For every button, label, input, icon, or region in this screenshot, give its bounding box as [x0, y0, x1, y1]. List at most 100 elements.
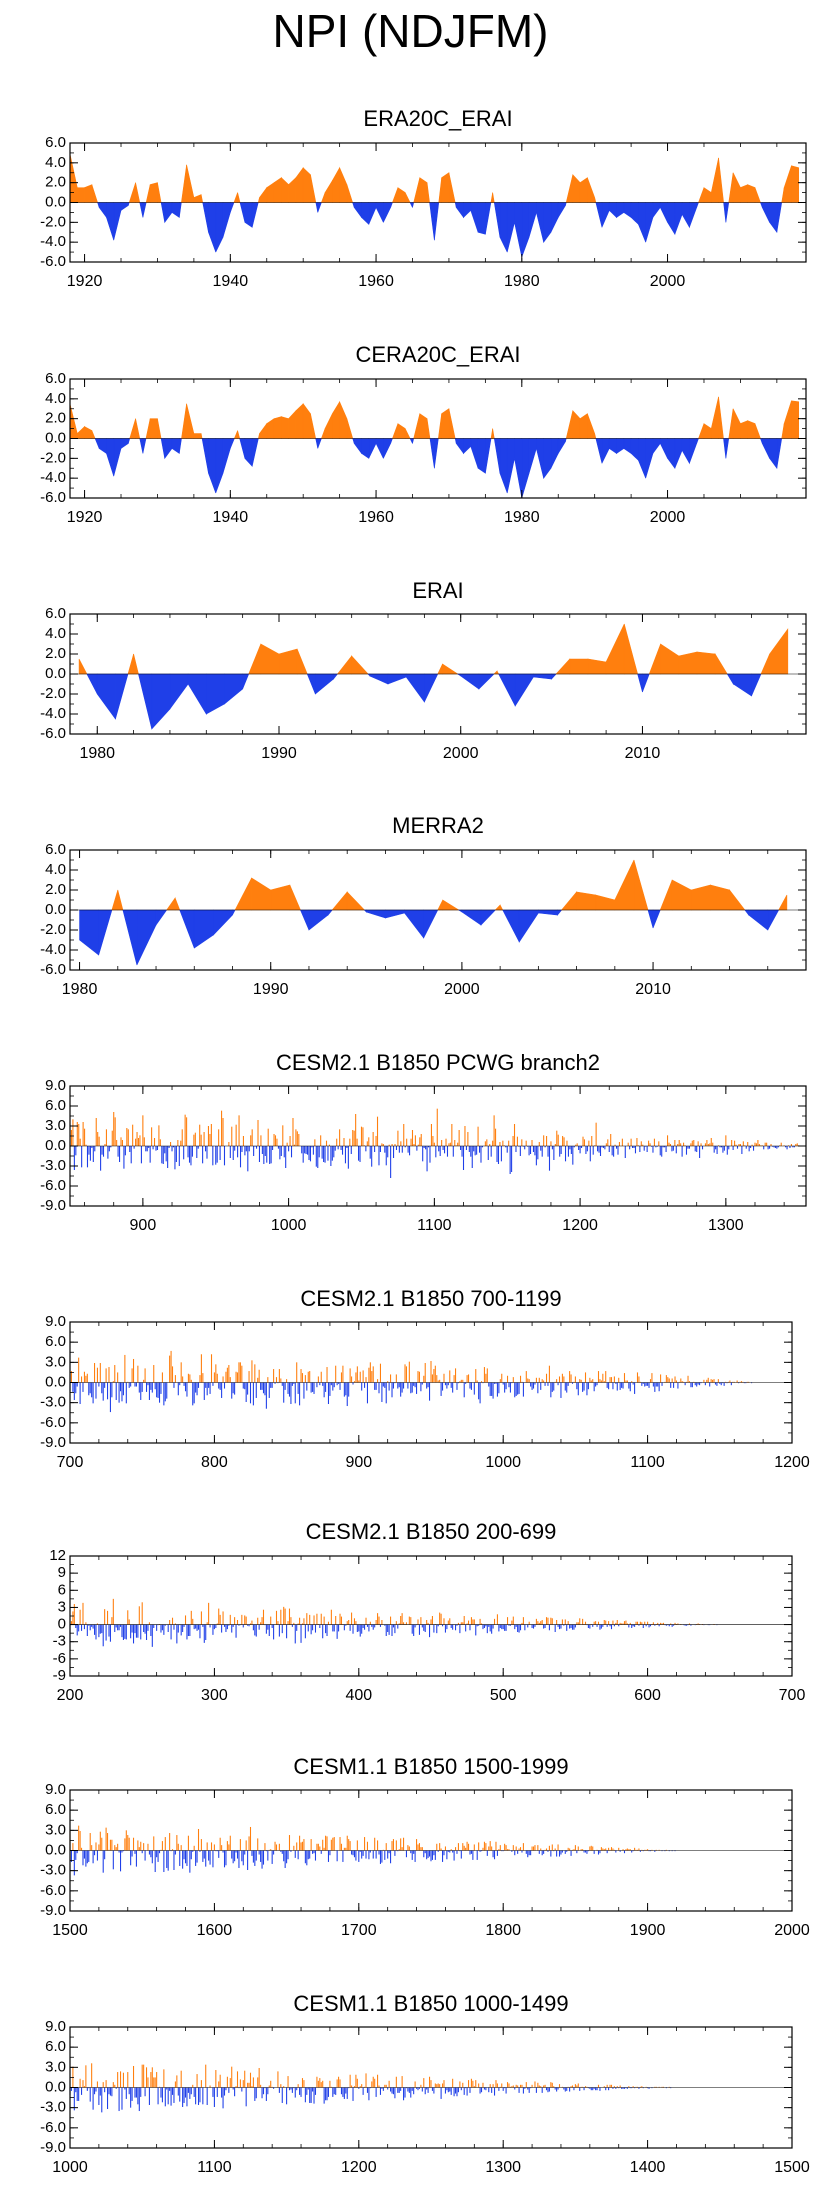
bar	[238, 1850, 240, 1868]
bar	[219, 1146, 221, 1160]
bar	[418, 2087, 420, 2089]
area-positive	[397, 187, 406, 203]
bar	[407, 2087, 409, 2092]
bar	[314, 1139, 316, 1146]
bar	[249, 2072, 252, 2088]
bar	[644, 1382, 646, 1387]
area-negative	[136, 909, 157, 966]
bar	[446, 1382, 448, 1389]
area-negative	[499, 438, 508, 494]
bar	[457, 1142, 459, 1146]
bar	[325, 1835, 327, 1851]
bar	[291, 1624, 293, 1627]
area-negative	[86, 673, 98, 695]
area-negative	[387, 673, 407, 685]
bar	[602, 1624, 604, 1627]
bar	[395, 1840, 397, 1851]
bar	[251, 1620, 253, 1625]
bar	[195, 1850, 197, 1866]
bar	[550, 1382, 552, 1398]
bar	[251, 1129, 253, 1146]
area-negative	[751, 673, 762, 697]
bar	[212, 1850, 214, 1868]
bar	[177, 1382, 179, 1396]
bar	[203, 1382, 205, 1400]
area-positive	[302, 167, 311, 203]
bar	[138, 1382, 140, 1393]
bar	[587, 1382, 589, 1390]
bar	[159, 1139, 161, 1146]
bar	[375, 1620, 377, 1625]
area-negative	[244, 438, 253, 468]
bar	[306, 1382, 308, 1391]
bar	[254, 1850, 256, 1866]
bar	[405, 1850, 407, 1858]
bar	[125, 1382, 127, 1404]
area-positive	[237, 430, 241, 439]
bar	[252, 1850, 254, 1863]
bar	[137, 1138, 140, 1146]
bar	[359, 1850, 361, 1852]
bar	[608, 1146, 610, 1152]
bar	[293, 1382, 295, 1384]
bar	[466, 1841, 468, 1851]
bar	[149, 1146, 151, 1163]
area-negative	[674, 202, 683, 235]
bar	[362, 1370, 364, 1383]
bar	[168, 1146, 170, 1148]
bar	[190, 1850, 192, 1860]
bar	[131, 1624, 133, 1633]
bar	[184, 1382, 187, 1392]
area-negative	[455, 438, 464, 455]
bar	[253, 1146, 255, 1156]
bar	[504, 2087, 506, 2089]
bar	[170, 1142, 172, 1146]
bar	[219, 1837, 221, 1851]
bar	[557, 2087, 559, 2090]
bar	[206, 1622, 208, 1625]
bar	[289, 1136, 291, 1146]
area-negative	[244, 202, 253, 228]
bar	[736, 1380, 738, 1383]
bar	[364, 2086, 366, 2088]
bar	[632, 1850, 634, 1852]
bar	[398, 1623, 400, 1625]
y-tick-label: -6.0	[40, 489, 66, 506]
bar	[349, 1368, 351, 1383]
bar	[418, 1371, 420, 1383]
bar	[267, 1128, 269, 1146]
bar	[522, 1617, 524, 1625]
bar	[340, 2087, 343, 2095]
bar	[447, 1620, 449, 1625]
y-tick-label: -4.0	[40, 941, 66, 958]
bar	[361, 1382, 363, 1391]
area-negative	[733, 673, 752, 697]
bar	[355, 2074, 357, 2088]
area-negative	[160, 202, 166, 223]
area-positive	[595, 894, 616, 911]
bar	[665, 1624, 667, 1626]
bar	[266, 1146, 268, 1163]
bar	[579, 1146, 581, 1154]
bar	[579, 1379, 581, 1383]
bar	[287, 1382, 289, 1394]
bar	[615, 1146, 618, 1149]
bar	[108, 1367, 110, 1383]
bar	[244, 1146, 246, 1156]
bar	[413, 1382, 415, 1386]
bar	[128, 2087, 130, 2095]
bar	[319, 1624, 321, 1628]
bar	[346, 2087, 348, 2099]
bar	[81, 1146, 83, 1168]
bar	[345, 1624, 347, 1626]
bar	[696, 1146, 698, 1152]
bar	[473, 1619, 475, 1625]
bar	[430, 1360, 432, 1383]
bar	[255, 1624, 257, 1637]
bar	[467, 1132, 469, 1146]
area-negative	[514, 673, 534, 708]
area-negative	[79, 909, 99, 956]
bar	[525, 1850, 527, 1854]
area-positive	[660, 643, 680, 675]
bar	[200, 2080, 202, 2088]
